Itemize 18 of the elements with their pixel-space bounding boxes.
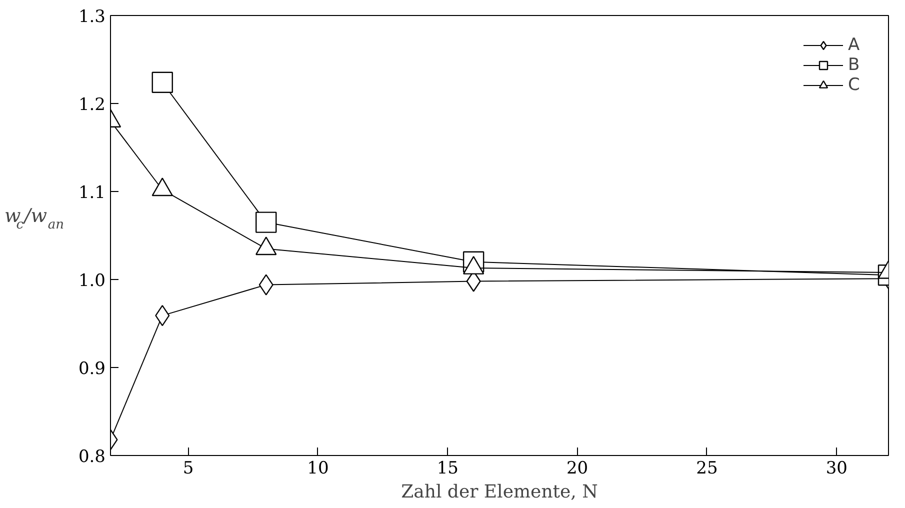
y-tick-label: 1.0 <box>78 271 106 291</box>
x-tick-label: 25 <box>696 458 718 478</box>
point <box>256 212 277 233</box>
y-tick-label: 1.2 <box>78 95 106 115</box>
x-tick-label: 15 <box>436 458 458 478</box>
x-tick-label: 5 <box>182 458 194 478</box>
y-tick-label: 1.1 <box>78 183 106 203</box>
x-tick-label: 20 <box>566 458 588 478</box>
legend-label: A <box>848 35 861 55</box>
y-tick-label: 0.9 <box>78 359 106 379</box>
point <box>152 72 173 93</box>
x-tick-label: 30 <box>826 458 848 478</box>
x-tick-label: 10 <box>307 458 329 478</box>
legend-label: C <box>848 75 861 95</box>
y-tick-label: 1.3 <box>78 7 106 27</box>
x-axis-title: Zahl der Elemente, N <box>401 482 598 502</box>
y-tick-label: 0.8 <box>78 447 106 467</box>
legend-label: B <box>848 55 861 75</box>
